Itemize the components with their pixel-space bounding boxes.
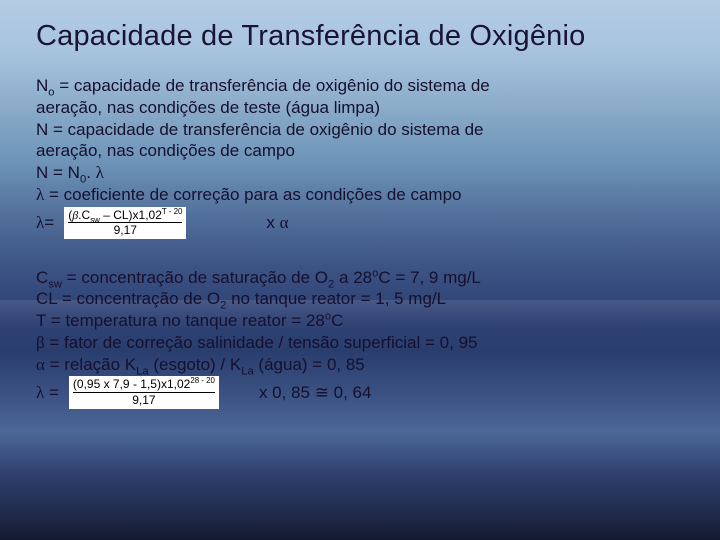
line-n0-def-2: aeração, nas condições de teste (água li… — [36, 97, 684, 119]
text: no tanque reator = 1, 5 mg/L — [226, 289, 446, 308]
text: C = 7, 9 mg/L — [378, 268, 481, 287]
text: x — [266, 213, 279, 232]
line-alpha: α = relação KLa (esgoto) / KLa (água) = … — [36, 354, 684, 376]
text: (esgoto) / K — [149, 355, 242, 374]
text: = — [44, 213, 54, 232]
line-lambda-def: λ = coeficiente de correção para as cond… — [36, 184, 684, 206]
definitions-block: No = capacidade de transferência de oxig… — [36, 75, 684, 239]
sub-la: La — [241, 365, 253, 377]
text: C — [36, 268, 48, 287]
line-n0-def-1: No = capacidade de transferência de oxig… — [36, 75, 684, 97]
line-n-def-1: N = capacidade de transferência de oxigê… — [36, 119, 684, 141]
sub-la: La — [136, 365, 148, 377]
line-n-def-2: aeração, nas condições de campo — [36, 140, 684, 162]
text: = relação K — [45, 355, 136, 374]
text: a 28 — [334, 268, 372, 287]
text: = coeficiente de correção para as condiç… — [44, 185, 461, 204]
text: CL = concentração de O — [36, 289, 220, 308]
times-alpha: x α — [266, 212, 288, 234]
text: = concentração de saturação de O — [62, 268, 328, 287]
line-cl: CL = concentração de O2 no tanque reator… — [36, 288, 684, 310]
text: C — [331, 311, 343, 330]
text: N = N — [36, 163, 80, 182]
text: = fator de correção salinidade / tensão … — [45, 333, 478, 352]
values-block: Csw = concentração de saturação de O2 a … — [36, 267, 684, 409]
text: T = temperatura no tanque reator = 28 — [36, 311, 325, 330]
lambda-equals: λ = — [36, 382, 59, 404]
lambda-formula-row-2: λ = (0,95 x 7,9 - 1,5)x1,0228 - 20 9,17 … — [36, 376, 684, 408]
sym-N: N — [36, 76, 48, 95]
lambda-equals: λ= — [36, 212, 54, 234]
line-csw: Csw = concentração de saturação de O2 a … — [36, 267, 684, 289]
result-text: x 0, 85 ≅ 0, 64 — [259, 382, 372, 404]
sub-sw: sw — [90, 215, 100, 224]
text: = — [44, 383, 59, 402]
beta-icon: β — [36, 333, 45, 352]
text: (0,95 x 7,9 - 1,5)x1,02 — [73, 377, 190, 391]
line-temp: T = temperatura no tanque reator = 28oC — [36, 310, 684, 332]
line-beta: β = fator de correção salinidade / tensã… — [36, 332, 684, 354]
text: (água) = 0, 85 — [254, 355, 365, 374]
text: . — [86, 163, 95, 182]
lambda-formula-row-1: λ= (β.Csw – CL)x1,02T - 20 9,17 x α — [36, 207, 684, 239]
formula-image-1: (β.Csw – CL)x1,02T - 20 9,17 — [64, 207, 186, 239]
formula-image-2: (0,95 x 7,9 - 1,5)x1,0228 - 20 9,17 — [69, 376, 219, 408]
exp: T - 20 — [162, 207, 183, 216]
text: – CL)x1,02 — [100, 208, 162, 222]
formula-numerator: (0,95 x 7,9 - 1,5)x1,0228 - 20 — [73, 378, 215, 391]
lambda-icon: λ — [36, 213, 44, 232]
formula-denominator: 9,17 — [68, 222, 182, 237]
lambda-icon: λ — [36, 383, 44, 402]
lambda-icon: λ — [36, 185, 44, 204]
formula-denominator: 9,17 — [73, 392, 215, 407]
text: C — [82, 208, 91, 222]
alpha-icon: α — [36, 355, 45, 374]
alpha-icon: α — [280, 213, 289, 232]
slide: Capacidade de Transferência de Oxigênio … — [0, 0, 720, 540]
text: = capacidade de transferência de oxigêni… — [55, 76, 490, 95]
line-n-eq: N = N0. λ — [36, 162, 684, 184]
formula-numerator: (β.Csw – CL)x1,02T - 20 — [68, 209, 182, 222]
lambda-icon: λ — [96, 163, 104, 182]
exp: 28 - 20 — [190, 376, 215, 385]
slide-title: Capacidade de Transferência de Oxigênio — [36, 20, 684, 53]
